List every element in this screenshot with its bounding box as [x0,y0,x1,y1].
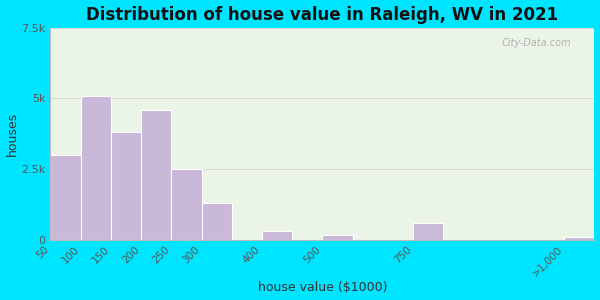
Bar [322,236,353,240]
Bar [111,132,141,240]
Title: Distribution of house value in Raleigh, WV in 2021: Distribution of house value in Raleigh, … [86,6,559,24]
Bar [172,169,202,240]
Bar [413,223,443,240]
Bar [564,237,595,240]
Bar [50,155,80,240]
Bar [141,110,172,240]
Y-axis label: houses: houses [5,112,19,156]
X-axis label: house value ($1000): house value ($1000) [257,281,387,294]
Bar [202,203,232,240]
Text: City-Data.com: City-Data.com [502,38,572,49]
Bar [262,231,292,240]
Bar [80,96,111,240]
